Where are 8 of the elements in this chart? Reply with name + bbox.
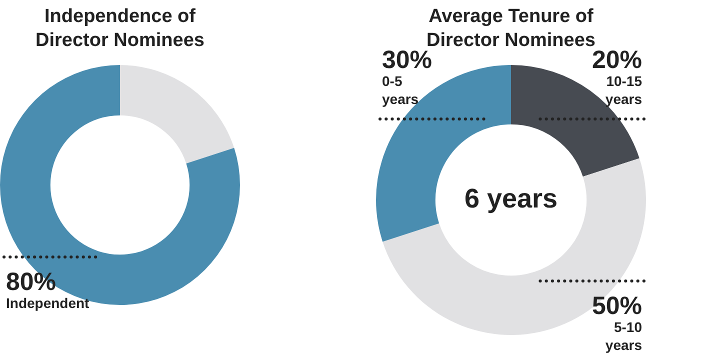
text: 6 years bbox=[464, 183, 558, 214]
chart-title: Independence of Director Nominees bbox=[36, 6, 204, 51]
data-label: 80% bbox=[6, 268, 56, 296]
slice-label: 5-10 years bbox=[605, 319, 642, 353]
data-label: 50% bbox=[592, 292, 642, 320]
slice-label: 0-5 years bbox=[382, 73, 419, 107]
slice-label: Independent bbox=[6, 295, 90, 311]
slice-label: 10-15 years bbox=[605, 73, 642, 107]
